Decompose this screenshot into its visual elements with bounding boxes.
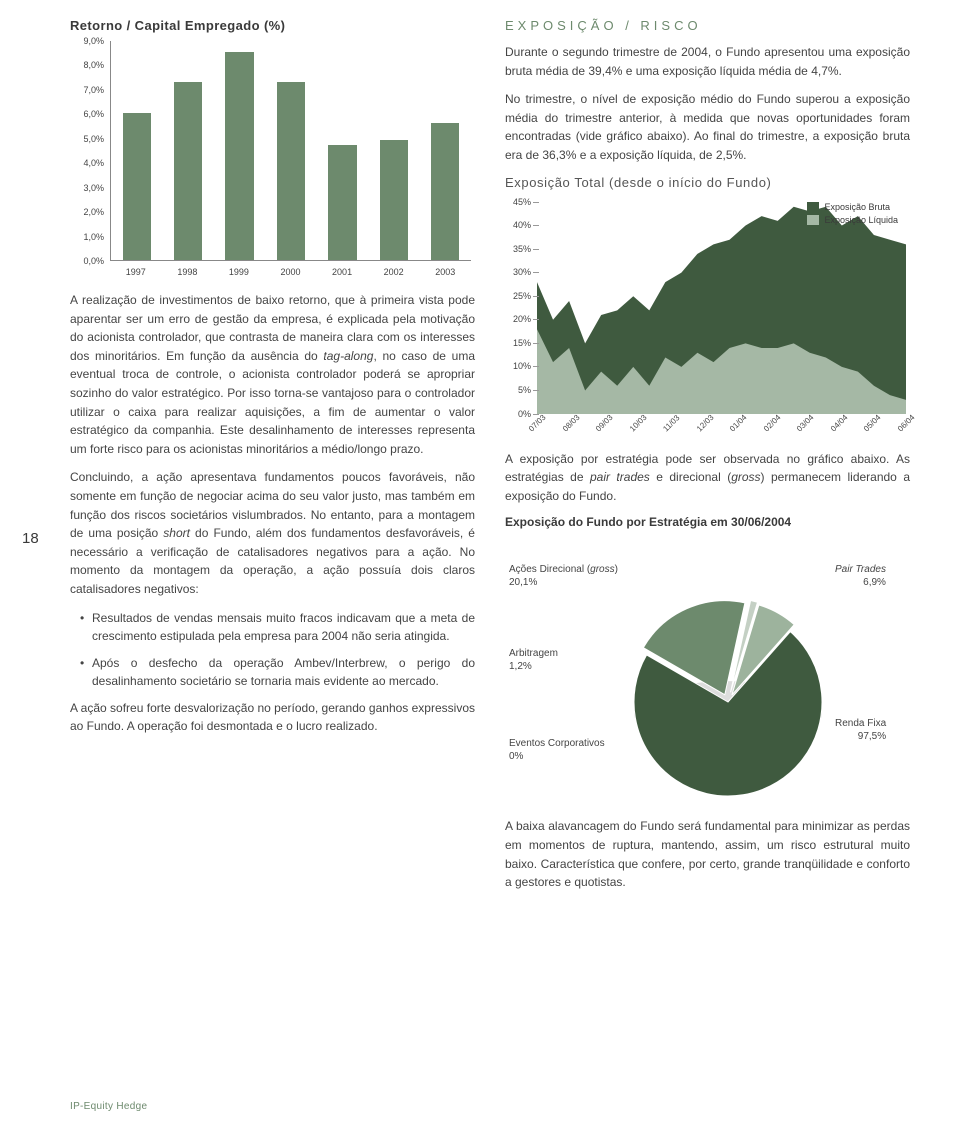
italic-term: pair trades [590, 470, 650, 484]
area-ytick: 35% [505, 244, 531, 254]
bar [328, 145, 356, 260]
area-xtick: 01/04 [728, 412, 749, 433]
bar-ytick: 9,0% [70, 36, 104, 46]
right-para-3: A exposição por estratégia pode ser obse… [505, 450, 910, 506]
pie-chart-title: Exposição do Fundo por Estratégia em 30/… [505, 515, 910, 529]
bar-chart: 0,0%1,0%2,0%3,0%4,0%5,0%6,0%7,0%8,0%9,0%… [70, 41, 475, 281]
area-xtick: 10/03 [628, 412, 649, 433]
legend-bruta: Exposição Bruta [807, 202, 898, 212]
bar-ytick: 1,0% [70, 232, 104, 242]
bar-ytick: 6,0% [70, 109, 104, 119]
right-para-1: Durante o segundo trimestre de 2004, o F… [505, 43, 910, 80]
bar-ytick: 2,0% [70, 207, 104, 217]
bar-chart-title: Retorno / Capital Empregado (%) [70, 18, 475, 33]
left-para-2: Concluindo, a ação apresentava fundament… [70, 468, 475, 598]
pie-chart: Ações Direcional (gross)20,1% Arbitragem1… [505, 537, 910, 817]
bar-ytick: 5,0% [70, 134, 104, 144]
pie-label: Renda Fixa97,5% [835, 717, 886, 743]
bar [225, 52, 253, 260]
area-xtick: 09/03 [594, 412, 615, 433]
bullet-1: Resultados de vendas mensais muito fraco… [80, 609, 475, 646]
area-ytick: 45% [505, 197, 531, 207]
area-chart: Exposição Bruta Exposição Líquida 0% 5% 10… [505, 196, 910, 436]
legend-label: Exposição Bruta [824, 202, 890, 212]
bar-xtick: 2001 [332, 267, 352, 277]
pie-label: Pair Trades6,9% [835, 563, 886, 589]
bar-ytick: 7,0% [70, 85, 104, 95]
bar-ytick: 8,0% [70, 60, 104, 70]
bar [380, 140, 408, 260]
area-xtick: 06/04 [896, 412, 917, 433]
area-xtick: 11/03 [661, 413, 681, 433]
area-ytick: 15% [505, 338, 531, 348]
italic-term: gross [731, 470, 760, 484]
right-para-4: A baixa alavancagem do Fundo será fundam… [505, 817, 910, 891]
bar-xtick: 2003 [435, 267, 455, 277]
text: , no caso de uma eventual troca de contr… [70, 349, 475, 456]
area-xtick: 08/03 [561, 412, 582, 433]
legend-label: Exposição Líquida [824, 215, 898, 225]
left-para-3: A ação sofreu forte desvalorização no pe… [70, 699, 475, 736]
bar-ytick: 0,0% [70, 256, 104, 266]
pie-label: Ações Direcional (gross)20,1% [509, 563, 618, 589]
bullets: Resultados de vendas mensais muito fraco… [80, 609, 475, 691]
area-ytick: 20% [505, 314, 531, 324]
italic-term: short [163, 526, 190, 540]
area-xtick: 12/03 [695, 412, 716, 433]
area-ytick: 10% [505, 361, 531, 371]
left-column: Retorno / Capital Empregado (%) 0,0% 1,0%… [70, 18, 475, 902]
area-chart-title: Exposição Total (desde o início do Fundo… [505, 175, 910, 190]
left-para-1: A realização de investimentos de baixo r… [70, 291, 475, 458]
bar [174, 82, 202, 260]
area-ytick: 5% [505, 385, 531, 395]
italic-term: tag-along [323, 349, 373, 363]
area-svg [537, 202, 906, 414]
legend-liquida: Exposição Líquida [807, 215, 898, 225]
area-ytick: 0% [505, 409, 531, 419]
area-ytick: 30% [505, 267, 531, 277]
bar-xtick: 1997 [126, 267, 146, 277]
bar-xtick: 1999 [229, 267, 249, 277]
bar-ytick: 3,0% [70, 183, 104, 193]
bar [431, 123, 459, 260]
area-xtick: 02/04 [762, 412, 783, 433]
pie-label: Arbitragem1,2% [509, 647, 558, 673]
bar-ytick: 4,0% [70, 158, 104, 168]
pie-label: Eventos Corporativos0% [509, 737, 605, 763]
bullet-2: Após o desfecho da operação Ambev/Interb… [80, 654, 475, 691]
legend: Exposição Bruta Exposição Líquida [807, 202, 898, 228]
right-para-2: No trimestre, o nível de exposição médio… [505, 90, 910, 164]
text: e direcional ( [650, 470, 731, 484]
bar [277, 82, 305, 260]
footer-label: IP-Equity Hedge [70, 1101, 147, 1112]
bar [123, 113, 151, 260]
section-head: Exposição / Risco [505, 18, 910, 33]
right-column: Exposição / Risco Durante o segundo trim… [505, 18, 910, 902]
area-xtick: 05/04 [862, 412, 883, 433]
area-xtick: 04/04 [829, 412, 850, 433]
bar-xtick: 2002 [384, 267, 404, 277]
area-ytick: 40% [505, 220, 531, 230]
bar-xtick: 2000 [280, 267, 300, 277]
bar-xtick: 1998 [177, 267, 197, 277]
page-number: 18 [22, 530, 39, 547]
area-xtick: 03/04 [795, 412, 816, 433]
area-ytick: 25% [505, 291, 531, 301]
pie-svg [598, 580, 858, 820]
